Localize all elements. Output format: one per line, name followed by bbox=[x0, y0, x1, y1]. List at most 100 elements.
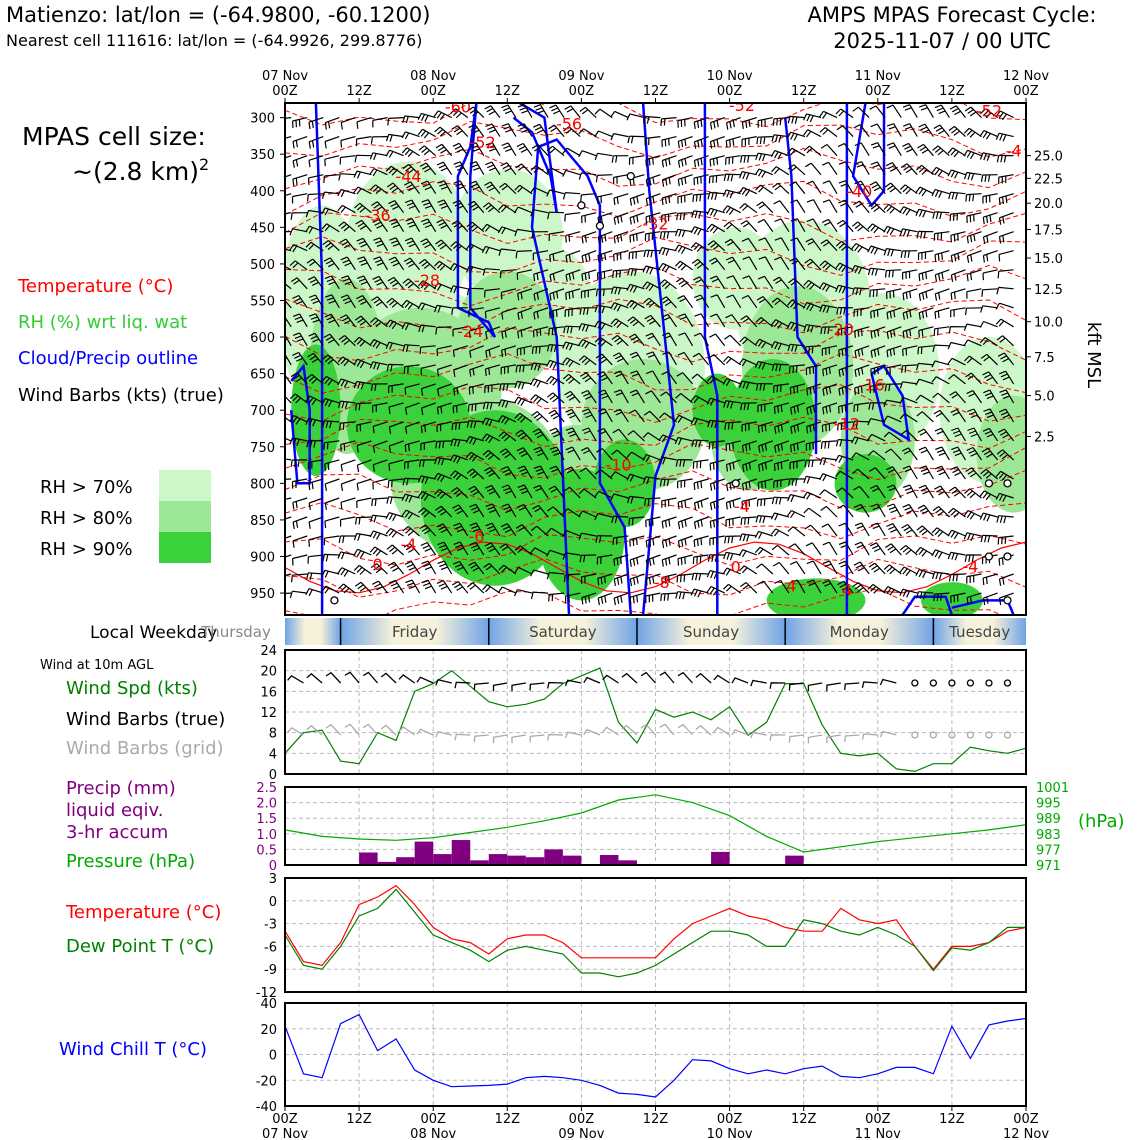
wind-barb bbox=[372, 117, 388, 128]
surface-wind-barb bbox=[731, 729, 749, 736]
wind-barb bbox=[292, 294, 308, 309]
wind-barb bbox=[418, 507, 437, 518]
wind-barb bbox=[404, 421, 420, 434]
pressure-tick-label: 300 bbox=[250, 112, 275, 127]
isotherm-label: -4 bbox=[401, 535, 417, 554]
wind-barb bbox=[308, 497, 324, 511]
wind-barb bbox=[578, 510, 597, 518]
wind-barb bbox=[852, 582, 870, 594]
wind-barb bbox=[661, 313, 677, 328]
wind-barb bbox=[964, 554, 982, 563]
wind-barb bbox=[853, 561, 870, 575]
wind-barb bbox=[405, 218, 421, 232]
wind-barb bbox=[402, 344, 420, 352]
surface-wind-barb bbox=[511, 734, 526, 744]
wind-barb bbox=[369, 168, 388, 177]
wind-barb bbox=[388, 459, 404, 471]
wind-barb bbox=[725, 459, 741, 472]
wind-barb bbox=[353, 380, 372, 390]
wind-barb bbox=[709, 313, 726, 328]
wind-barb bbox=[822, 199, 838, 214]
wind-barb bbox=[404, 560, 421, 575]
wind-barb bbox=[693, 332, 710, 347]
wind-barb bbox=[869, 181, 886, 195]
bottom-x-hour-label: 12Z bbox=[643, 1112, 669, 1127]
wind-barb bbox=[948, 573, 966, 582]
wind-barb bbox=[354, 154, 372, 163]
wind-barb bbox=[725, 256, 742, 271]
wind-barb bbox=[515, 364, 533, 373]
wind-barb bbox=[740, 315, 758, 328]
wind-barb bbox=[453, 364, 469, 378]
y-tick-label: 0 bbox=[269, 859, 277, 874]
rh-legend-swatch bbox=[159, 470, 211, 501]
wind-barb bbox=[706, 585, 725, 596]
wind-barb bbox=[581, 447, 597, 461]
wind-barb bbox=[482, 268, 500, 276]
wind-barb bbox=[594, 130, 613, 138]
wind-barb bbox=[402, 115, 420, 124]
wind-barb bbox=[658, 247, 677, 256]
wind-barb bbox=[451, 487, 469, 499]
top-x-hour-label: 00Z bbox=[569, 84, 595, 99]
wind-barb bbox=[305, 588, 324, 597]
wind-barb bbox=[722, 567, 741, 576]
wind-barb bbox=[468, 123, 485, 137]
wind-barb bbox=[292, 136, 308, 149]
wind-barb bbox=[467, 106, 485, 119]
wind-barb bbox=[437, 541, 453, 556]
wind-barb bbox=[931, 549, 950, 559]
wind-barb bbox=[484, 307, 501, 319]
wind-barb bbox=[562, 530, 581, 537]
wind-barb bbox=[806, 560, 822, 575]
wind-barb bbox=[806, 218, 822, 233]
wind-barb bbox=[820, 326, 838, 335]
wind-barb bbox=[420, 364, 436, 376]
wind-barb bbox=[578, 532, 597, 541]
wind-barb bbox=[660, 391, 677, 404]
wind-barb bbox=[285, 334, 292, 347]
wind-barb bbox=[692, 459, 709, 469]
wind-barb bbox=[772, 117, 789, 126]
wind-barb bbox=[515, 429, 533, 442]
wind-barb bbox=[564, 466, 581, 480]
wind-barb bbox=[563, 325, 581, 334]
y-tick-label: -9 bbox=[264, 963, 277, 978]
wind-barb bbox=[755, 184, 774, 195]
precip-bar bbox=[562, 855, 582, 865]
isotherm-label: -40 bbox=[846, 182, 872, 201]
surface-wind-barb bbox=[583, 676, 601, 684]
wind-barb bbox=[404, 181, 421, 195]
wind-barb bbox=[514, 184, 533, 195]
wind-barb bbox=[741, 421, 757, 432]
wind-barb bbox=[498, 204, 517, 214]
wind-barb bbox=[935, 446, 950, 461]
bottom-x-hour-label: 12Z bbox=[346, 1112, 372, 1127]
wind-barb bbox=[562, 192, 581, 200]
wind-barb bbox=[934, 250, 950, 262]
surface-wind-barb bbox=[547, 733, 563, 741]
wind-barb bbox=[677, 295, 694, 309]
precip-bar bbox=[525, 857, 545, 865]
wind-barb bbox=[739, 533, 757, 542]
wind-barb bbox=[594, 152, 613, 161]
wind-barb bbox=[709, 478, 725, 491]
wind-barb bbox=[933, 592, 950, 602]
wind-barb bbox=[340, 516, 356, 527]
wind-barb bbox=[613, 212, 629, 225]
isotherm-label: 4 bbox=[842, 580, 852, 599]
wind-barb bbox=[803, 324, 822, 333]
wind-barb bbox=[774, 256, 790, 271]
wind-barb bbox=[996, 286, 1014, 295]
wind-barb bbox=[950, 250, 966, 263]
y-tick-label: -12 bbox=[256, 986, 277, 1001]
surface-wind-barb bbox=[750, 731, 767, 739]
precip-bar bbox=[599, 855, 619, 865]
wind-barb bbox=[389, 237, 405, 252]
wind-barb bbox=[837, 504, 854, 518]
wind-barb bbox=[370, 383, 388, 391]
wind-barb bbox=[285, 299, 292, 309]
wind-barb bbox=[372, 275, 388, 290]
wind-barb bbox=[387, 478, 404, 488]
wind-barb bbox=[947, 169, 966, 179]
